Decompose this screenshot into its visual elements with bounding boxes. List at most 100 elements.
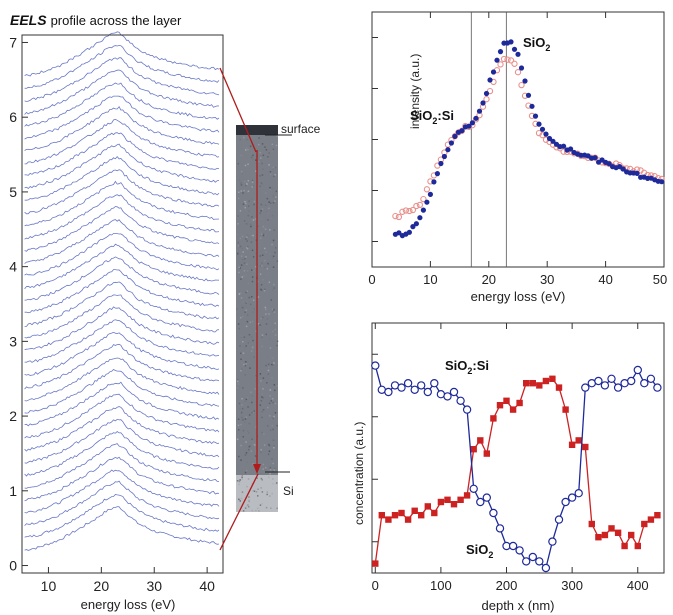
tem-texture-dot xyxy=(245,291,247,294)
tem-texture-dot xyxy=(257,495,259,497)
tem-texture-dot xyxy=(239,345,241,347)
tem-texture-dot xyxy=(251,411,253,414)
tem-texture-dot xyxy=(257,507,259,510)
tem-texture-dot xyxy=(248,205,250,207)
tem-image: surface Si xyxy=(219,67,321,551)
tem-texture-dot xyxy=(249,367,251,369)
tem-texture-dot xyxy=(271,243,273,246)
tem-texture-dot xyxy=(241,478,243,480)
tem-texture-dot xyxy=(252,256,255,258)
tem-texture-dot xyxy=(270,334,272,336)
tem-texture-dot xyxy=(270,507,272,509)
tem-texture-dot xyxy=(272,255,275,257)
tem-texture-dot xyxy=(265,411,268,414)
scan-arrowhead xyxy=(253,464,261,474)
p2-point-sio2si xyxy=(423,186,431,193)
tem-texture-dot xyxy=(271,363,273,366)
tem-texture-dot xyxy=(261,336,263,339)
p2-point-sio2 xyxy=(466,123,472,129)
tem-texture-dot xyxy=(260,400,263,402)
tem-texture-dot xyxy=(265,467,267,469)
p3-marker-sio2si xyxy=(516,399,523,407)
p3-marker-sio2si xyxy=(575,437,582,444)
surface-label: surface xyxy=(281,122,321,136)
tem-texture-dot xyxy=(255,491,258,493)
tem-texture-dot xyxy=(260,218,263,220)
tem-texture-dot xyxy=(243,275,245,277)
tem-texture-dot xyxy=(253,410,255,412)
tem-texture-dot xyxy=(251,395,253,397)
tem-texture-dot xyxy=(240,369,242,372)
tem-texture-dot xyxy=(238,266,240,269)
tem-texture-dot xyxy=(236,159,238,161)
tem-texture-dot xyxy=(240,264,243,266)
p2-xtick-label: 30 xyxy=(540,272,554,287)
tem-texture-dot xyxy=(259,404,261,406)
tem-texture-dot xyxy=(247,163,249,165)
tem-texture-dot xyxy=(240,336,243,338)
tem-texture-dot xyxy=(238,483,240,486)
tem-texture-dot xyxy=(261,262,263,264)
tem-texture-dot xyxy=(248,499,250,501)
tem-texture-dot xyxy=(274,412,277,414)
tem-texture-dot xyxy=(258,374,261,377)
tem-texture-dot xyxy=(252,234,254,237)
tem-texture-dot xyxy=(272,188,274,190)
p2-point-sio2si xyxy=(504,56,511,63)
p2-point-sio2 xyxy=(634,170,640,176)
tem-texture-dot xyxy=(272,257,274,259)
tem-texture-dot xyxy=(246,138,248,141)
p1-ytick-label: 5 xyxy=(9,184,17,200)
tem-texture-dot xyxy=(269,389,271,391)
tem-texture-dot xyxy=(261,396,263,398)
tem-texture-dot xyxy=(243,262,246,264)
p3-marker-sio2si xyxy=(391,512,399,519)
tem-texture-dot xyxy=(273,287,275,289)
tem-texture-dot xyxy=(245,398,248,401)
p3-marker-sio2si xyxy=(621,542,628,550)
tem-texture-dot xyxy=(262,233,265,235)
panel1-title-bold: EELS xyxy=(10,12,47,28)
tem-texture-dot xyxy=(245,361,247,363)
eels-spectrum-line xyxy=(24,319,220,363)
tem-texture-dot xyxy=(275,196,277,198)
tem-texture-dot xyxy=(274,334,277,336)
tem-texture-dot xyxy=(260,477,262,480)
p2-point-sio2si xyxy=(500,55,508,63)
tem-texture-dot xyxy=(251,249,254,252)
tem-texture-dot xyxy=(245,238,247,240)
tem-texture-dot xyxy=(245,202,247,205)
eels-spectrum-line xyxy=(24,256,220,301)
p3-marker-sio2si xyxy=(424,503,431,510)
eels-spectrum-line xyxy=(24,369,220,414)
p3-marker-sio2si xyxy=(549,375,556,382)
tem-texture-dot xyxy=(261,503,263,505)
tem-texture-dot xyxy=(246,485,248,488)
tem-texture-dot xyxy=(246,200,248,203)
tem-texture-dot xyxy=(264,186,266,189)
tem-texture-dot xyxy=(258,347,261,350)
tem-texture-dot xyxy=(262,409,265,411)
eels-spectrum-line xyxy=(24,105,220,151)
tem-texture-dot xyxy=(245,469,248,472)
p3-marker-sio2si xyxy=(444,496,451,503)
tem-texture-dot xyxy=(252,154,254,157)
tem-texture-dot xyxy=(245,149,247,151)
tem-texture-dot xyxy=(237,314,239,316)
tem-texture-dot xyxy=(259,273,262,275)
tem-texture-dot xyxy=(267,453,270,456)
eels-spectrum-line xyxy=(24,281,220,327)
tem-texture-dot xyxy=(253,203,255,206)
p2-point-sio2 xyxy=(620,166,626,172)
tem-texture-dot xyxy=(240,292,242,294)
p3-marker-sio2 xyxy=(515,546,524,555)
p2-point-sio2 xyxy=(508,39,514,45)
tem-texture-dot xyxy=(244,374,246,376)
tem-texture-dot xyxy=(268,164,270,166)
tem-texture-dot xyxy=(267,262,269,265)
tem-texture-dot xyxy=(250,241,253,243)
tem-texture-dot xyxy=(273,308,275,311)
p3-marker-sio2 xyxy=(508,541,518,551)
eels-spectrum-line xyxy=(24,118,220,165)
tem-texture-dot xyxy=(240,190,242,192)
